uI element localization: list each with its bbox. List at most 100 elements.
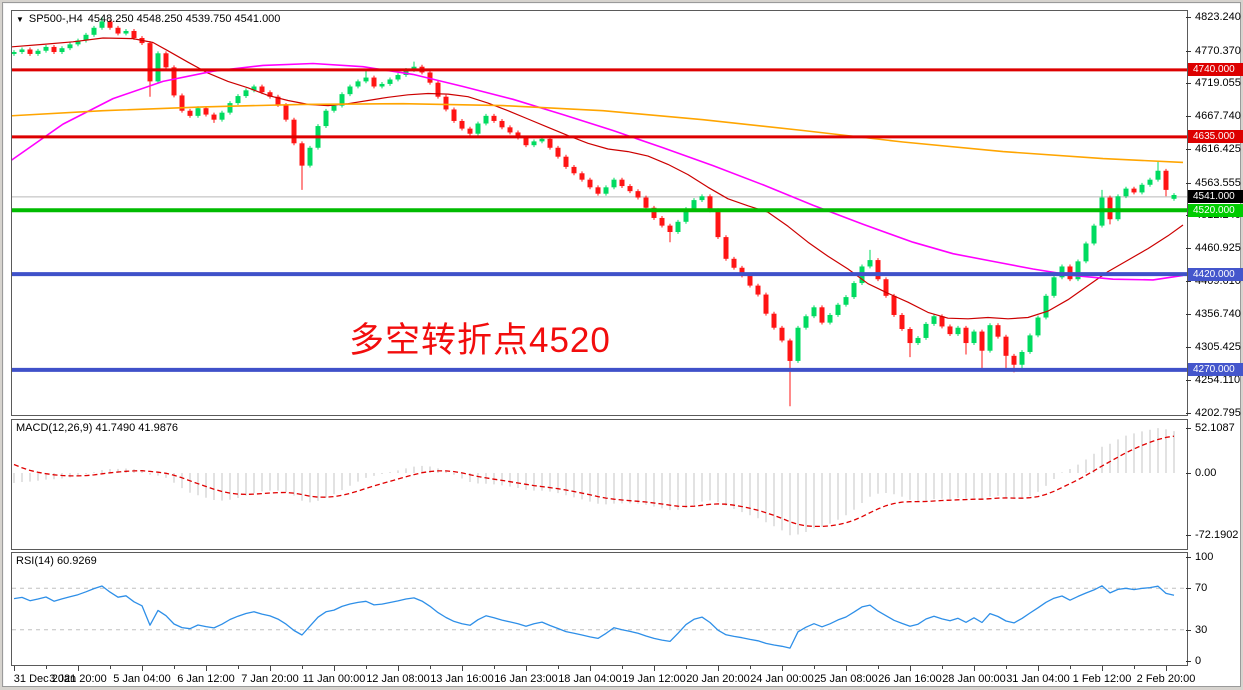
time-tick <box>590 666 591 671</box>
price-tick <box>1186 412 1191 414</box>
macd-tick-label: 0.00 <box>1195 467 1217 479</box>
rsi-tick-label: 70 <box>1195 582 1208 595</box>
time-tick <box>846 666 847 671</box>
price-badge: 4520.000 <box>1188 203 1243 217</box>
time-label: 11 Jan 00:00 <box>302 673 366 685</box>
time-label: 2 Feb 20:00 <box>1136 673 1196 685</box>
time-tick <box>142 666 143 671</box>
time-label: 31 Jan 04:00 <box>1006 673 1070 685</box>
time-minor-tick <box>814 666 815 669</box>
symbol-label: SP500-,H4 <box>28 13 83 25</box>
time-tick <box>782 666 783 671</box>
price-tick <box>1186 347 1191 349</box>
price-tick-label: 4202.795 <box>1195 406 1241 419</box>
time-minor-tick <box>110 666 111 669</box>
time-tick <box>910 666 911 671</box>
price-axis[interactable]: 4823.240 4770.370 4719.055 4667.740 4616.425… <box>1186 10 1243 667</box>
time-minor-tick <box>174 666 175 669</box>
price-badge: 4635.000 <box>1188 130 1243 144</box>
time-axis[interactable]: 31 Dec 2021 3 Jan 20:00 5 Jan 04:00 6 Jan 1… <box>11 666 1243 690</box>
rsi-tick <box>1186 661 1191 662</box>
price-tick-label: 4823.240 <box>1195 10 1241 23</box>
time-tick <box>398 666 399 671</box>
macd-tick <box>1186 473 1191 474</box>
time-label: 18 Jan 04:00 <box>558 673 622 685</box>
rsi-tick <box>1186 588 1191 590</box>
time-label: 28 Jan 00:00 <box>942 673 1006 685</box>
time-minor-tick <box>302 666 303 669</box>
time-minor-tick <box>366 666 367 669</box>
macd-chart[interactable] <box>12 420 1187 549</box>
rsi-label: RSI(14) 60.9269 <box>16 555 97 567</box>
time-label: 16 Jan 23:00 <box>494 673 558 685</box>
time-label: 20 Jan 20:00 <box>686 673 750 685</box>
time-label: 13 Jan 16:00 <box>430 673 494 685</box>
time-tick <box>270 666 271 671</box>
rsi-pane[interactable]: RSI(14) 60.9269 <box>11 552 1188 666</box>
price-tick-label: 4667.740 <box>1195 110 1241 122</box>
macd-tick-label: 52.1087 <box>1195 422 1235 435</box>
price-tick <box>1186 248 1191 249</box>
rsi-tick <box>1186 629 1191 631</box>
rsi-tick-label: 0 <box>1195 655 1202 667</box>
time-tick <box>334 666 335 671</box>
time-label: 7 Jan 20:00 <box>241 673 299 685</box>
price-tick <box>1186 83 1191 85</box>
time-label: 24 Jan 00:00 <box>750 673 814 685</box>
symbol-dropdown-icon[interactable]: ▼ <box>16 14 24 24</box>
time-tick <box>654 666 655 671</box>
time-label: 26 Jan 16:00 <box>878 673 942 685</box>
time-label: 6 Jan 12:00 <box>177 673 235 685</box>
time-minor-tick <box>942 666 943 669</box>
time-label: 25 Jan 08:00 <box>814 673 878 685</box>
macd-pane[interactable]: MACD(12,26,9) 41.7490 41.9876 <box>11 419 1188 550</box>
time-minor-tick <box>1006 666 1007 669</box>
price-tick <box>1186 148 1191 150</box>
time-tick <box>14 666 15 671</box>
candlestick-chart[interactable] <box>12 11 1187 415</box>
time-tick <box>526 666 527 671</box>
time-tick <box>1166 666 1167 671</box>
time-minor-tick <box>238 666 239 669</box>
time-minor-tick <box>46 666 47 669</box>
price-tick <box>1186 182 1191 184</box>
price-tick <box>1186 280 1191 282</box>
time-minor-tick <box>430 666 431 669</box>
candlestick-pane[interactable]: ▼ SP500-,H4 4548.250 4548.250 4539.750 4… <box>11 10 1188 416</box>
price-badge: 4420.000 <box>1188 267 1243 281</box>
price-tick <box>1186 50 1191 52</box>
time-minor-tick <box>494 666 495 669</box>
price-tick-label: 4770.370 <box>1195 44 1241 57</box>
price-tick-label: 4460.925 <box>1195 242 1241 254</box>
time-label: 12 Jan 08:00 <box>366 673 430 685</box>
macd-tick <box>1186 535 1191 537</box>
time-label: 19 Jan 12:00 <box>622 673 686 685</box>
price-tick-label: 4563.555 <box>1195 176 1241 189</box>
rsi-tick <box>1186 557 1191 558</box>
price-badge: 4740.000 <box>1188 63 1243 77</box>
rsi-tick-label: 100 <box>1195 551 1214 563</box>
time-tick <box>462 666 463 671</box>
chart-title: ▼ SP500-,H4 4548.250 4548.250 4539.750 4… <box>16 13 280 25</box>
time-minor-tick <box>878 666 879 669</box>
macd-tick <box>1186 428 1191 430</box>
macd-tick-label: -72.1902 <box>1195 529 1239 542</box>
time-minor-tick <box>1070 666 1071 669</box>
price-tick-label: 4356.740 <box>1195 308 1241 321</box>
price-tick <box>1186 116 1191 117</box>
rsi-tick-label: 30 <box>1195 623 1208 636</box>
price-tick <box>1186 379 1191 381</box>
time-minor-tick <box>750 666 751 669</box>
price-badge: 4270.000 <box>1188 363 1243 377</box>
time-minor-tick <box>558 666 559 669</box>
price-tick-label: 4719.055 <box>1195 77 1241 90</box>
annotation-text: 多空转折点4520 <box>349 321 611 360</box>
time-tick <box>974 666 975 671</box>
time-minor-tick <box>622 666 623 669</box>
time-tick <box>718 666 719 671</box>
price-tick-label: 4254.110 <box>1195 373 1241 386</box>
time-minor-tick <box>686 666 687 669</box>
rsi-chart[interactable] <box>12 553 1187 665</box>
price-tick-label: 4616.425 <box>1195 142 1241 155</box>
